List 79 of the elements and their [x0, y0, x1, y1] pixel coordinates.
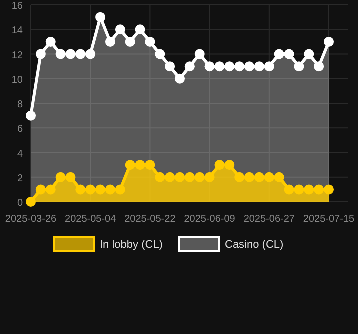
y-tick-label: 12: [12, 50, 24, 62]
point: [254, 62, 264, 72]
point: [165, 172, 176, 182]
point: [324, 36, 334, 47]
point: [76, 49, 86, 60]
point: [125, 160, 136, 170]
point: [105, 184, 116, 195]
point: [56, 49, 66, 60]
point: [214, 160, 225, 170]
point: [274, 172, 284, 182]
point: [314, 62, 324, 72]
point: [86, 184, 96, 195]
point: [46, 184, 56, 195]
point: [224, 62, 235, 72]
point: [105, 36, 116, 47]
point: [86, 49, 96, 60]
point: [304, 184, 314, 195]
x-tick-label: 2025-05-22: [124, 214, 176, 225]
point: [66, 172, 76, 182]
y-tick-label: 4: [17, 148, 24, 160]
y-tick-label: 6: [17, 124, 24, 136]
point: [115, 184, 126, 195]
x-tick-label: 2025-03-26: [5, 214, 58, 225]
point: [244, 62, 255, 72]
point: [96, 12, 106, 22]
point: [194, 172, 205, 182]
point: [125, 36, 136, 47]
point: [194, 49, 205, 60]
x-tick-label: 2025-06-27: [244, 214, 296, 225]
point: [56, 172, 66, 182]
point: [204, 62, 215, 72]
point: [184, 172, 195, 182]
y-tick-label: 8: [17, 100, 24, 110]
point: [145, 36, 156, 47]
point: [234, 62, 245, 72]
point: [284, 49, 294, 60]
point: [204, 172, 215, 182]
point: [46, 36, 56, 47]
point: [214, 62, 225, 72]
x-tick-label: 2025-05-04: [65, 214, 117, 225]
point: [264, 62, 274, 72]
x-tick-label: 2025-07-15: [303, 214, 356, 225]
point: [254, 172, 264, 182]
y-tick-label: 2: [17, 173, 24, 184]
point: [314, 184, 324, 195]
point: [264, 172, 274, 182]
point: [145, 160, 156, 170]
point: [26, 110, 36, 121]
point: [294, 184, 304, 195]
point: [36, 49, 46, 60]
legend-label: Casino (CL): [225, 239, 284, 251]
point: [175, 74, 185, 84]
point: [155, 49, 166, 60]
y-tick-label: 10: [12, 74, 24, 86]
point: [304, 49, 314, 60]
point: [135, 24, 146, 35]
legend-label: In lobby (CL): [100, 239, 163, 251]
point: [26, 197, 36, 207]
point: [165, 62, 176, 72]
point: [274, 49, 284, 60]
point: [184, 62, 195, 72]
point: [155, 172, 166, 182]
point: [244, 172, 255, 182]
point: [115, 24, 126, 35]
x-tick-label: 2025-06-09: [184, 214, 236, 225]
point: [224, 160, 235, 170]
point: [36, 184, 46, 195]
y-tick-label: 0: [17, 198, 24, 209]
y-tick-label: 14: [12, 26, 24, 37]
point: [294, 62, 304, 72]
y-tick-label: 16: [12, 1, 24, 12]
point: [96, 184, 106, 195]
point: [234, 172, 245, 182]
point: [66, 49, 76, 60]
point: [135, 160, 146, 170]
point: [324, 184, 334, 195]
point: [175, 172, 185, 182]
point: [284, 184, 294, 195]
point: [76, 184, 86, 195]
